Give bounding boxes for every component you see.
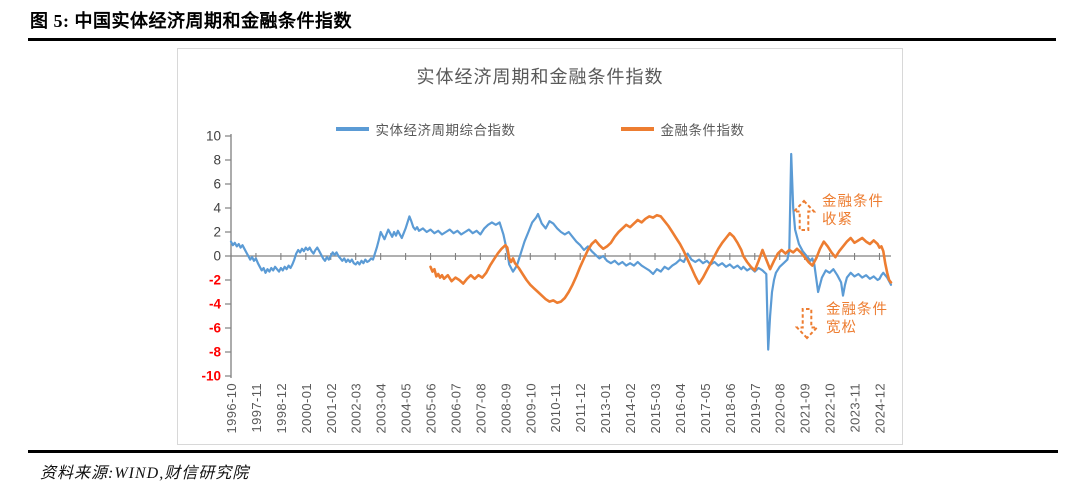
y-tick-label: -10 [201, 369, 221, 384]
bottom-divider [28, 450, 1058, 453]
series-line-1 [429, 213, 893, 305]
x-tick-label: 2004-05 [399, 383, 414, 434]
x-tick-label: 2003-04 [374, 383, 389, 434]
x-tick-label: 1996-10 [224, 383, 239, 434]
source-note: 资料来源:WIND,财信研究院 [40, 465, 250, 482]
x-tick-label: 2008-09 [498, 383, 513, 434]
y-tick-label: 10 [206, 129, 221, 144]
x-tick-label: 2011-12 [573, 383, 588, 433]
x-tick-label: 2020-08 [773, 383, 788, 434]
x-tick-label: 2000-01 [299, 383, 314, 434]
x-tick-label: 2018-06 [723, 383, 738, 434]
x-tick-label: 2010-11 [548, 383, 563, 433]
legend-item-financial: 金融条件指数 [620, 119, 745, 139]
x-tick-label: 2019-07 [748, 383, 763, 434]
x-tick-label: 2009-10 [523, 383, 538, 434]
dashed-up-arrow-icon [792, 199, 816, 231]
x-tick-label: 2007-08 [473, 383, 488, 434]
legend-label: 实体经济周期综合指数 [375, 123, 516, 138]
y-tick-label: -8 [209, 345, 221, 360]
x-tick-label: 2013-01 [598, 383, 613, 434]
x-tick-label: 2021-09 [798, 383, 813, 434]
line-swatch-orange-icon [620, 127, 654, 131]
annotation-loosening: 金融条件宽松 [826, 302, 888, 336]
top-divider [28, 38, 1056, 41]
x-tick-label: 2022-10 [823, 383, 838, 434]
annotation-tightening: 金融条件收紧 [822, 194, 884, 228]
chart-panel: 实体经济周期和金融条件指数 实体经济周期综合指数 金融条件指数 10 8 6 4 2 0 -… [177, 48, 903, 445]
series-line-0 [229, 152, 893, 351]
legend-label: 金融条件指数 [660, 123, 745, 138]
y-tick-label: 4 [213, 201, 221, 216]
x-tick-label: 2024-12 [872, 383, 887, 434]
x-tick-label: 2015-03 [648, 383, 663, 434]
x-tick-label: 2006-07 [448, 383, 463, 434]
x-tick-label: 2002-03 [349, 383, 364, 434]
y-tick-label: 0 [213, 249, 221, 264]
line-swatch-blue-icon [335, 127, 369, 131]
legend-item-economy: 实体经济周期综合指数 [335, 119, 516, 139]
y-tick-label: -6 [209, 321, 221, 336]
x-tick-label: 2005-06 [424, 383, 439, 434]
chart-title: 实体经济周期和金融条件指数 [416, 67, 664, 87]
y-tick-label: 6 [213, 177, 221, 192]
x-tick-label: 2016-04 [673, 383, 688, 434]
x-tick-label: 2001-02 [324, 383, 339, 434]
dashed-down-arrow-icon [795, 308, 819, 340]
y-tick-label: 2 [213, 225, 221, 240]
x-tick-label: 2017-05 [698, 383, 713, 434]
figure-title: 图 5: 中国实体经济周期和金融条件指数 [30, 11, 352, 31]
x-tick-label: 2023-11 [848, 383, 863, 433]
y-tick-label: -2 [209, 273, 221, 288]
chart-legend: 实体经济周期综合指数 金融条件指数 [178, 119, 902, 139]
x-tick-label: 1997-11 [249, 383, 264, 433]
x-tick-label: 1998-12 [274, 383, 289, 434]
x-tick-label: 2014-02 [623, 383, 638, 434]
y-tick-label: 8 [213, 153, 221, 168]
y-tick-label: -4 [209, 297, 221, 312]
